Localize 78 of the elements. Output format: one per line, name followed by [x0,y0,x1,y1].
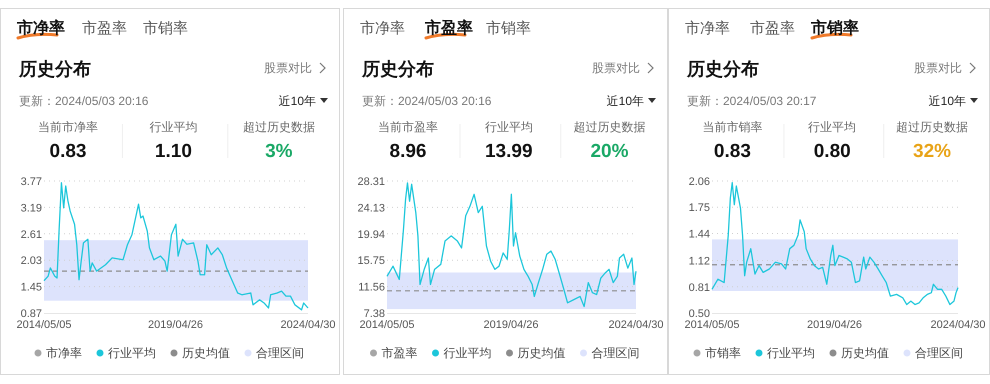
y-tick-label: 0.50 [688,308,710,320]
y-tick-label: 2.03 [20,255,42,268]
text: 市盈率 [424,18,473,37]
text: 股票对比 [264,61,312,75]
legend-label: 行业平均 [767,346,815,360]
text: 32% [913,141,952,162]
y-tick-label: 1.44 [688,228,710,240]
text: 近10年 [928,94,966,108]
text: 更新：2024/05/03 20:16 [19,94,149,108]
text: 市净率 [360,20,405,37]
legend-label: 历史均值 [182,346,230,360]
text: 当前市盈率 [378,120,438,134]
legend-label: 历史均值 [518,346,566,360]
x-tick-label: 2014/05/05 [684,319,740,331]
text: 行业平均 [484,120,533,134]
legend-label: 合理区间 [592,346,640,360]
x-tick-label: 2019/04/26 [148,319,204,331]
chart-title: 历史分布 [686,59,759,79]
y-tick-label: 24.13 [357,202,385,214]
legend-label: 市盈率 [382,346,418,360]
y-tick-label: 3.77 [20,176,42,188]
legend-label: 市销率 [705,346,741,360]
text: 股票对比 [914,61,962,75]
y-tick-label: 7.38 [364,308,385,320]
x-tick-label: 2024/04/30 [280,319,336,331]
x-tick-label: 2019/04/26 [806,319,862,331]
text: 0.83 [50,141,86,162]
text: 超过历史数据 [896,120,968,134]
x-tick-label: 2019/04/26 [483,319,539,331]
y-tick-label: 1.75 [688,202,710,214]
text: 近10年 [278,94,316,108]
text: 13.99 [484,141,533,162]
chart-title: 历史分布 [361,59,434,79]
y-tick-label: 19.94 [357,228,385,241]
legend-label: 行业平均 [108,346,156,360]
text: 股票对比 [592,61,640,75]
x-tick-label: 2014/05/05 [16,319,72,331]
text: 市净率 [685,20,730,37]
chart-title: 历史分布 [18,59,91,79]
legend-label: 市净率 [46,346,82,360]
text: 更新：2024/05/03 20:16 [362,94,492,108]
text: 市盈率 [750,20,795,37]
y-tick-label: 1.45 [20,282,42,294]
y-tick-label: 28.31 [357,176,385,188]
text: 当前市销率 [702,120,762,134]
text: 行业平均 [149,120,198,134]
text: 市销率 [143,20,188,37]
y-tick-label: 15.75 [357,255,385,268]
y-tick-label: 1.12 [688,256,710,268]
text: 8.96 [390,141,426,162]
x-tick-label: 2024/04/30 [608,319,664,331]
text: 更新：2024/05/03 20:17 [687,94,817,108]
y-tick-label: 0.87 [20,308,42,320]
text: 0.80 [814,141,851,162]
y-tick-label: 2.61 [20,228,42,241]
text: 3% [265,141,293,162]
text: 超过历史数据 [242,120,315,134]
text: 20% [590,141,629,162]
y-tick-label: 3.19 [20,202,42,214]
text: 0.83 [714,141,751,162]
legend-label: 历史均值 [841,346,889,360]
text: 市销率 [810,18,859,37]
text: 市盈率 [82,20,127,37]
text: 超过历史数据 [574,120,646,134]
x-tick-label: 2014/05/05 [359,319,415,331]
y-tick-label: 2.06 [688,176,710,188]
y-tick-label: 0.81 [688,282,710,294]
x-tick-label: 2024/04/30 [930,319,986,331]
text: 近10年 [606,94,644,108]
legend-label: 合理区间 [256,346,304,360]
legend-label: 行业平均 [444,346,492,360]
y-tick-label: 11.56 [358,282,385,294]
text: 市净率 [16,18,65,37]
text: 当前市净率 [38,120,98,134]
legend-label: 合理区间 [915,346,963,360]
text: 行业平均 [808,120,856,134]
text: 1.10 [154,141,192,162]
text: 市销率 [486,20,531,37]
